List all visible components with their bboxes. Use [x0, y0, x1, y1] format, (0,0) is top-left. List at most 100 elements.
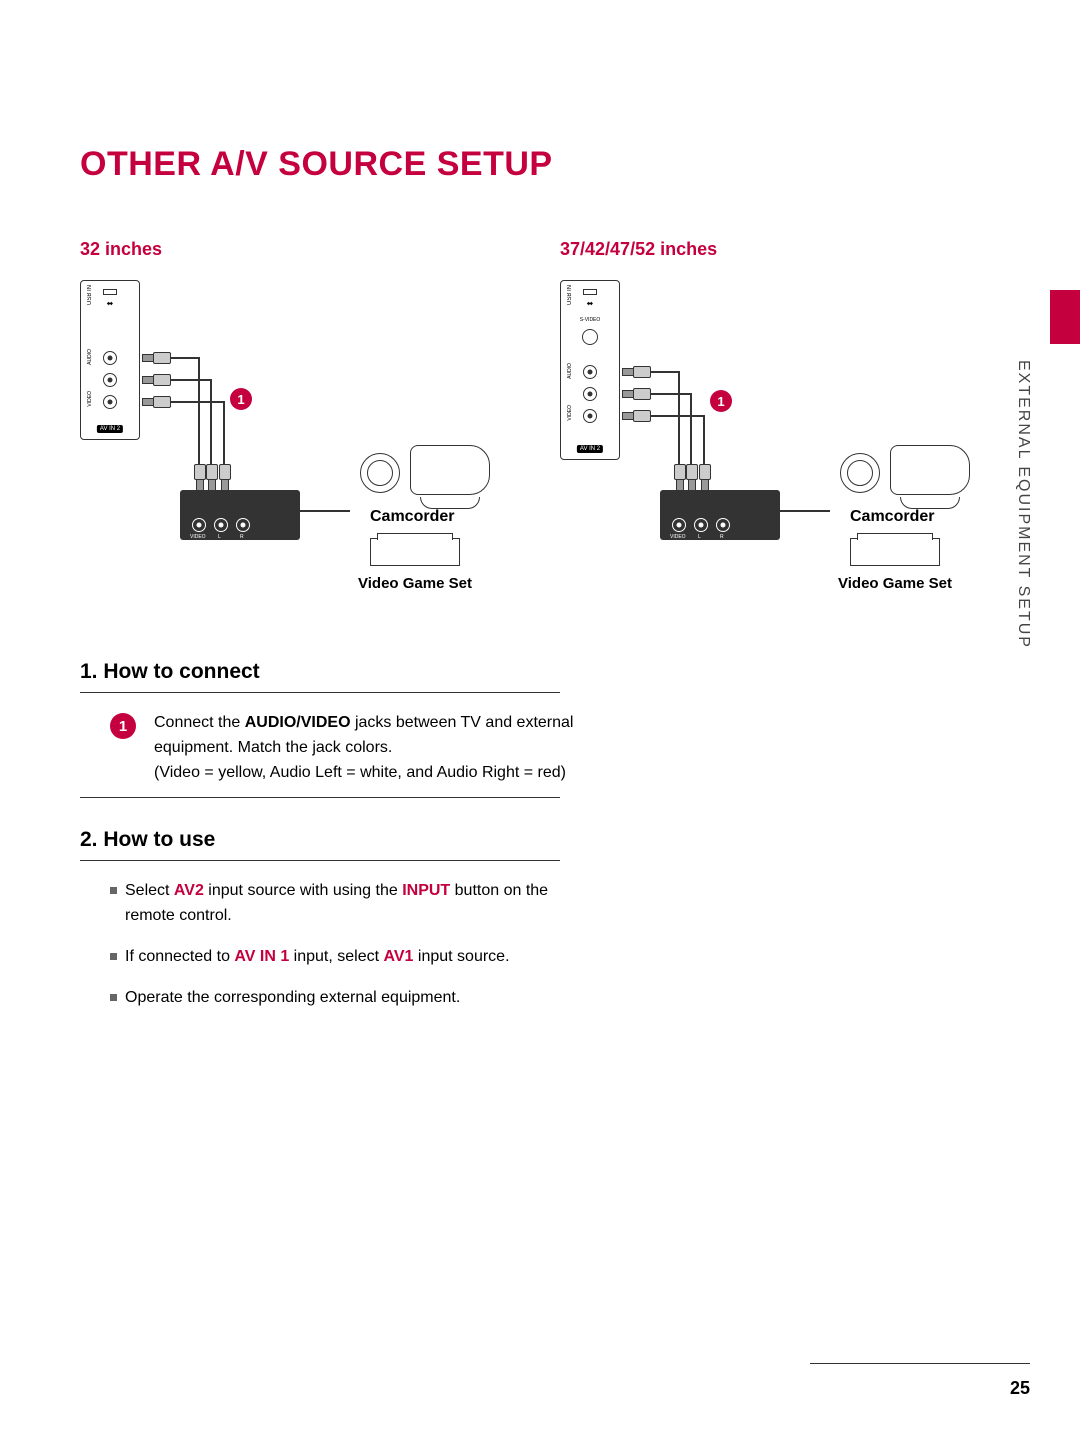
text-highlight: AV IN 1: [234, 948, 289, 965]
usb-trident-icon: ⬌: [107, 299, 114, 308]
use-bullet-1: Select AV2 input source with using the I…: [110, 879, 590, 929]
cable-wire: [170, 357, 200, 359]
cable-plug-icon: [622, 366, 650, 376]
section-rule: [80, 860, 560, 861]
video-jack-label: VIDEO: [567, 405, 573, 421]
text-fragment: If connected to: [125, 948, 234, 965]
page-number: 25: [1010, 1378, 1030, 1399]
diagram-canvas: USB IN ⬌ S-VIDEO AUDIO VIDEO AV IN 2: [560, 280, 1000, 600]
rca-video-icon: [103, 395, 117, 409]
video-game-set-label: Video Game Set: [838, 575, 952, 592]
audio-label: AUDIO: [87, 349, 93, 365]
camcorder-body-icon: [410, 445, 490, 495]
cable-plug-icon: [142, 396, 170, 406]
cable-plug-down-icon: [686, 464, 696, 490]
cable-plug-down-icon: [674, 464, 684, 490]
use-bullet-2: If connected to AV IN 1 input, select AV…: [110, 945, 590, 970]
camcorder-text: Camcorder: [850, 508, 934, 526]
console-l-label: L: [698, 534, 701, 540]
camcorder-text: Camcorder: [370, 508, 454, 526]
cable-plug-icon: [142, 374, 170, 384]
camcorder-icon: [360, 435, 490, 515]
rca-audio-r-icon: [103, 351, 117, 365]
text-fragment: Connect the: [154, 714, 245, 731]
console-video-label: VIDEO: [190, 534, 206, 540]
console-rca-icon: [236, 518, 250, 532]
diagram-size-label: 32 inches: [80, 239, 520, 260]
bullet-text: Operate the corresponding external equip…: [125, 986, 460, 1011]
step-badge-1: 1: [710, 390, 732, 412]
diagram-size-label: 37/42/47/52 inches: [560, 239, 1000, 260]
connector-line: [300, 510, 350, 512]
section-heading-use: 2. How to use: [80, 828, 1000, 852]
use-bullet-3: Operate the corresponding external equip…: [110, 986, 590, 1011]
section-rule: [80, 797, 560, 798]
text-bold: AUDIO/VIDEO: [245, 714, 351, 731]
tv-side-panel: USB IN ⬌ S-VIDEO AUDIO VIDEO AV IN 2: [560, 280, 620, 460]
section-heading-connect: 1. How to connect: [80, 660, 1000, 684]
usb-label: USB IN: [87, 285, 93, 305]
cable-wire: [650, 393, 692, 395]
game-console-icon: VIDEO L R: [660, 490, 780, 540]
text-highlight: AV1: [384, 948, 414, 965]
diagram-37-52in: 37/42/47/52 inches USB IN ⬌ S-VIDEO AUDI…: [560, 239, 1000, 600]
game-console-icon: VIDEO L R: [180, 490, 300, 540]
console-rca-icon: [694, 518, 708, 532]
cable-wire: [198, 357, 200, 465]
step-text: Connect the AUDIO/VIDEO jacks between TV…: [154, 711, 590, 785]
tv-side-panel: USB IN ⬌ AUDIO VIDEO AV IN 2: [80, 280, 140, 440]
cable-wire: [690, 393, 692, 465]
console-r-label: R: [240, 534, 244, 540]
cable-plug-down-icon: [194, 464, 204, 490]
usb-port-icon: [583, 289, 597, 295]
video-game-set-icon: [850, 538, 940, 566]
video-game-set-icon: [370, 538, 460, 566]
svideo-label: S-VIDEO: [580, 317, 601, 323]
usb-port-icon: [103, 289, 117, 295]
text-fragment: Select: [125, 882, 174, 899]
rca-audio-l-icon: [583, 387, 597, 401]
avin2-badge: AV IN 2: [577, 445, 603, 453]
usb-label: USB IN: [567, 285, 573, 305]
console-r-label: R: [720, 534, 724, 540]
camcorder-lens-icon: [840, 453, 880, 493]
connect-step-1: 1 Connect the AUDIO/VIDEO jacks between …: [110, 711, 590, 785]
cable-wire: [210, 379, 212, 465]
video-jack-label: VIDEO: [87, 391, 93, 407]
side-section-label: EXTERNAL EQUIPMENT SETUP: [1014, 360, 1032, 649]
svideo-port-icon: [582, 329, 598, 345]
square-bullet-icon: [110, 994, 117, 1001]
step-number-badge: 1: [110, 713, 136, 739]
cable-plug-icon: [622, 388, 650, 398]
cable-plug-down-icon: [219, 464, 229, 490]
text-fragment: input source.: [413, 948, 509, 965]
rca-video-icon: [583, 409, 597, 423]
section-rule: [80, 692, 560, 693]
cable-plug-icon: [622, 410, 650, 420]
square-bullet-icon: [110, 953, 117, 960]
text-fragment: input, select: [289, 948, 383, 965]
square-bullet-icon: [110, 887, 117, 894]
side-accent-tab: [1050, 290, 1080, 344]
bullet-text: If connected to AV IN 1 input, select AV…: [125, 945, 510, 970]
diagram-32in: 32 inches USB IN ⬌ AUDIO VIDEO AV IN 2: [80, 239, 520, 600]
rca-audio-l-icon: [103, 373, 117, 387]
bullet-text: Select AV2 input source with using the I…: [125, 879, 590, 929]
console-rca-icon: [192, 518, 206, 532]
camcorder-lens-icon: [360, 453, 400, 493]
avin2-badge: AV IN 2: [97, 425, 123, 433]
diagram-row: 32 inches USB IN ⬌ AUDIO VIDEO AV IN 2: [80, 239, 1000, 600]
use-bullet-list: Select AV2 input source with using the I…: [110, 879, 590, 1010]
text-highlight: AV2: [174, 882, 204, 899]
cable-wire: [650, 371, 680, 373]
cable-plug-icon: [142, 352, 170, 362]
text-fragment: input source with using the: [204, 882, 402, 899]
console-video-label: VIDEO: [670, 534, 686, 540]
cable-wire: [170, 379, 212, 381]
console-rca-icon: [672, 518, 686, 532]
page-title: OTHER A/V SOURCE SETUP: [80, 145, 1000, 184]
text-highlight: INPUT: [402, 882, 450, 899]
page-content: OTHER A/V SOURCE SETUP 32 inches USB IN …: [80, 145, 1000, 1027]
diagram-canvas: USB IN ⬌ AUDIO VIDEO AV IN 2: [80, 280, 520, 600]
cable-wire: [678, 371, 680, 465]
